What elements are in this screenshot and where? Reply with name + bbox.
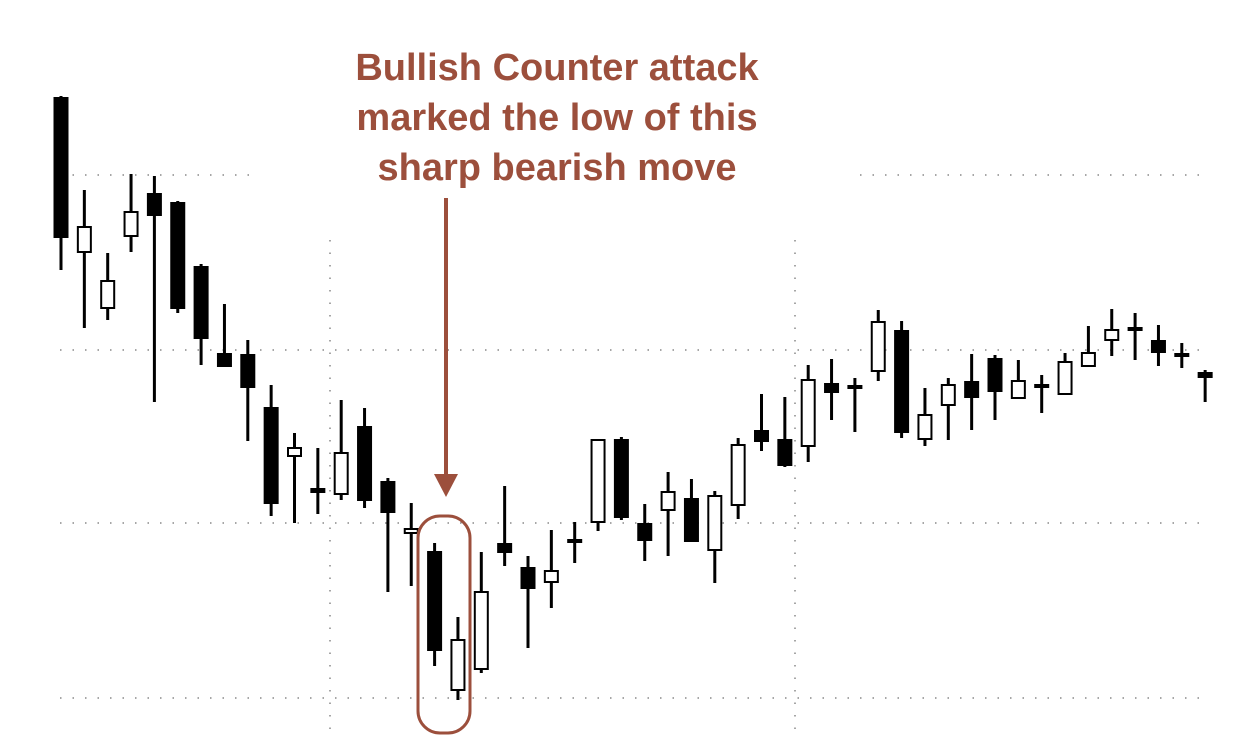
candle-body (497, 543, 513, 553)
candle-body (637, 523, 653, 541)
annotation-arrowhead (434, 474, 458, 497)
candle-body (1057, 361, 1073, 395)
candle-body (473, 591, 489, 670)
candle-body (357, 426, 373, 501)
candle-body (754, 430, 769, 442)
candle-body (800, 379, 816, 447)
candle-body (660, 491, 676, 511)
candle-body (870, 321, 886, 372)
candle-body (450, 639, 466, 691)
candle-body (567, 539, 583, 543)
candle-body (310, 488, 326, 493)
candle-body (683, 498, 699, 542)
candle-body (403, 528, 419, 534)
candle-body (53, 97, 69, 238)
candle-body (940, 384, 956, 406)
candle-body (777, 439, 793, 466)
candle-body (590, 439, 606, 523)
candle-body (730, 444, 746, 506)
candle-body (333, 452, 349, 495)
candle-body (894, 330, 910, 433)
candle-body (613, 439, 629, 518)
grid (60, 174, 1210, 699)
candle-body (146, 193, 162, 216)
candle-body (240, 354, 256, 388)
candle-body (76, 226, 92, 253)
candle-body (193, 266, 209, 339)
candle-body (1034, 384, 1050, 388)
candle-body (707, 495, 723, 551)
candle-body (824, 383, 840, 393)
candle-body (170, 202, 186, 309)
candle-body (1104, 329, 1120, 341)
candle-body (287, 447, 302, 457)
vertical-grid (329, 240, 796, 740)
candle-body (520, 567, 536, 589)
candle-body (1010, 380, 1026, 399)
candle-body (987, 358, 1003, 392)
candle-body (1197, 372, 1213, 378)
candle-body (847, 385, 863, 389)
candle-body (1174, 353, 1190, 357)
candle-body (917, 414, 933, 440)
candle-body (1080, 352, 1096, 367)
annotation: marked the low of this (356, 97, 757, 139)
candle-body (543, 570, 559, 583)
candle-body (263, 407, 279, 504)
plot (53, 96, 1213, 700)
candle-body (216, 353, 232, 367)
candle-body (1127, 327, 1143, 331)
candle-body (380, 481, 396, 513)
candle-body (1150, 340, 1166, 353)
annotation: sharp bearish move (377, 147, 736, 189)
annotation: Bullish Counter attack (355, 47, 759, 89)
candle-body (427, 551, 443, 651)
candle-body (100, 280, 116, 309)
candle-body (123, 211, 139, 237)
annotation-background (255, 30, 855, 190)
candle-body (964, 381, 980, 398)
highlight-box (416, 514, 472, 735)
